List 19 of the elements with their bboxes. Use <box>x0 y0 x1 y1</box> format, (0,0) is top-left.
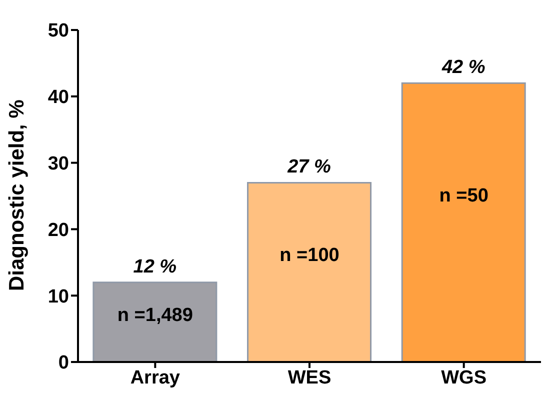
y-tick-label: 20 <box>48 220 69 241</box>
bar <box>247 182 372 362</box>
bar <box>401 82 526 362</box>
x-tick-label: WGS <box>441 367 487 388</box>
y-tick-label: 0 <box>58 352 69 374</box>
y-axis-title: Diagnostic yield, % <box>5 99 28 291</box>
x-tick-label: Array <box>130 367 180 388</box>
y-tick-label: 10 <box>48 286 69 308</box>
x-tick-label: WES <box>288 367 332 388</box>
annotation: n =1,489 <box>117 304 193 326</box>
y-tick-label: 30 <box>48 154 69 175</box>
data-label: 27 % <box>286 156 332 178</box>
y-tick-label: 50 <box>48 20 69 42</box>
data-label: 12 % <box>133 256 177 278</box>
annotation: n =50 <box>439 185 488 206</box>
bar <box>92 282 218 362</box>
annotation: n =100 <box>280 245 340 266</box>
data-label: 42 % <box>440 57 486 78</box>
y-tick-label: 40 <box>48 87 69 108</box>
